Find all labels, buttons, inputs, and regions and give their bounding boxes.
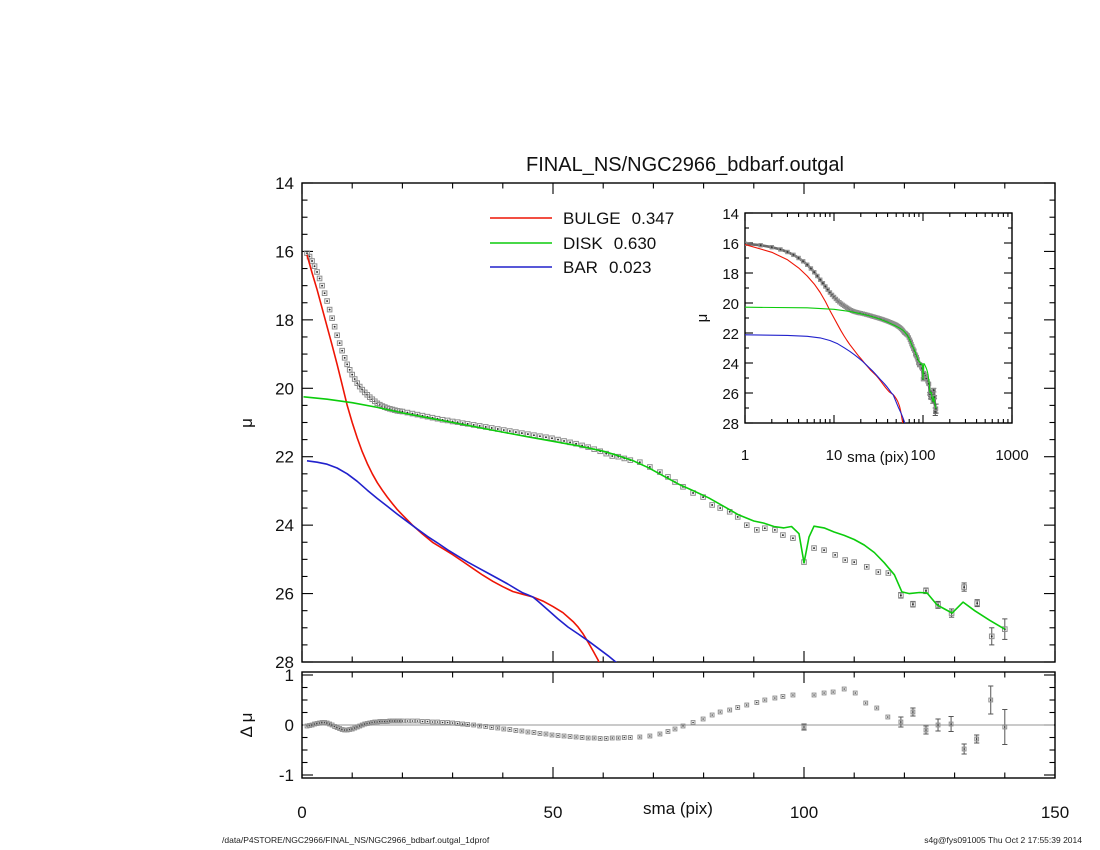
main-plot-area	[303, 250, 1008, 662]
inset-plot: 14 16 18 20 22 24 26 281 10 100 1000	[722, 206, 1029, 464]
inset-y-tick-label: 16	[722, 236, 739, 253]
inset-x-tick-label: 10	[826, 447, 843, 464]
main-y-tick-label: 16	[275, 242, 294, 261]
legend: BULGE 0.347 DISK 0.630 BAR 0.023	[490, 209, 674, 277]
main-y-tick-labels: 14 16 18 20 22 24 26 28	[275, 174, 294, 672]
residual-y-tick-label: 0	[285, 716, 294, 735]
main-y-tick-label: 14	[275, 174, 294, 193]
inset-y-tick-label: 20	[722, 296, 739, 313]
residual-ticks	[301, 672, 1056, 778]
main-y-tick-label: 20	[275, 379, 294, 398]
residual-points	[304, 685, 1008, 755]
residual-plot: 10-10 50 100 150	[279, 666, 1069, 822]
inset-y-tick-label: 22	[722, 326, 739, 343]
main-y-tick-label: 26	[275, 585, 294, 604]
inset-y-tick-label: 18	[722, 266, 739, 283]
inset-plot-area	[745, 241, 939, 423]
main-y-axis-label: μ	[237, 418, 256, 428]
residual-y-tick-label: 1	[285, 666, 294, 685]
residual-y-tick-label: -1	[279, 766, 294, 785]
legend-label-bulge: BULGE 0.347	[563, 209, 674, 228]
residual-x-tick-label: 0	[297, 803, 306, 822]
inset-x-axis-label: sma (pix)	[847, 449, 909, 466]
inset-x-tick-label: 1	[741, 447, 749, 464]
inset-y-tick-labels: 14 16 18 20 22 24 26 28	[722, 206, 739, 433]
inset-y-tick-label: 24	[722, 356, 739, 373]
main-disk-line	[303, 396, 1006, 630]
residual-x-tick-label: 50	[544, 803, 563, 822]
main-y-tick-label: 24	[275, 516, 294, 535]
main-plot: 14 16 18 20 22 24 26 28	[275, 174, 1056, 672]
inset-x-tick-label: 100	[910, 447, 935, 464]
inset-x-tick-labels: 1 10 100 1000	[741, 447, 1029, 464]
footer-file-path: /data/P4STORE/NGC2966/FINAL_NS/NGC2966_b…	[222, 835, 490, 845]
inset-y-tick-label: 14	[722, 206, 739, 223]
inset-y-axis-label: μ	[694, 314, 711, 323]
main-y-tick-label: 18	[275, 311, 294, 330]
inset-ticks	[744, 212, 1013, 424]
inset-bar-line	[745, 334, 906, 423]
plot-title: FINAL_NS/NGC2966_bdbarf.outgal	[526, 154, 844, 176]
main-ticks	[301, 182, 1056, 663]
footer-user-timestamp: s4g@fys091005 Thu Oct 2 17:55:39 2014	[924, 835, 1082, 845]
main-observed-points	[304, 250, 1008, 646]
legend-label-disk: DISK 0.630	[563, 234, 656, 253]
inset-y-tick-label: 28	[722, 416, 739, 433]
inset-x-tick-label: 1000	[995, 447, 1028, 464]
residual-x-tick-labels: 0 50 100 150	[297, 803, 1069, 822]
inset-observed-points	[745, 241, 939, 416]
residual-x-axis-label: sma (pix)	[643, 799, 713, 818]
main-bar-line	[306, 460, 618, 662]
main-y-tick-label: 22	[275, 448, 294, 467]
residual-x-tick-label: 100	[790, 803, 818, 822]
residual-y-tick-labels: 1 0 -1	[279, 666, 294, 785]
inset-y-tick-label: 26	[722, 386, 739, 403]
main-bulge-line	[306, 254, 600, 662]
residual-y-axis-label: Δ μ	[237, 713, 256, 738]
inset-disk-line	[745, 306, 937, 409]
legend-label-bar: BAR 0.023	[563, 258, 652, 277]
inset-observed-line	[745, 242, 938, 414]
residual-plot-area	[303, 685, 1054, 755]
main-y-tick-label: 28	[275, 653, 294, 672]
residual-x-tick-label: 150	[1041, 803, 1069, 822]
